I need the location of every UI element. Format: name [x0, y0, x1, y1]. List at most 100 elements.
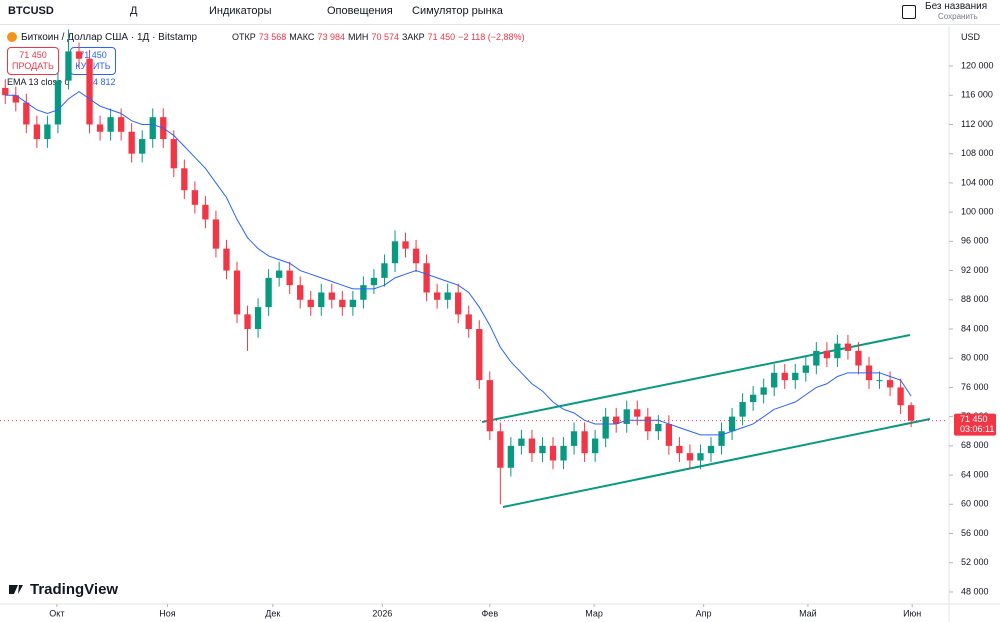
- candle-body: [202, 204, 209, 220]
- ohlc-key: МИН: [347, 32, 369, 42]
- candle-body: [549, 445, 557, 461]
- ohlc-value: 73 984: [317, 32, 345, 42]
- y-tick-label: 120 000: [961, 60, 994, 70]
- candle-body: [107, 117, 114, 132]
- candle-body: [771, 372, 778, 388]
- candle-body: [370, 277, 378, 286]
- candle-body: [528, 438, 536, 454]
- candle-body: [676, 445, 683, 454]
- save-button[interactable]: Сохранить: [938, 12, 978, 21]
- candle-body: [328, 292, 335, 300]
- buy-label: КУПИТЬ: [75, 61, 111, 71]
- sell-price: 71 450: [19, 50, 47, 60]
- x-tick-label: Ноя: [159, 608, 176, 618]
- candle-body: [391, 241, 399, 264]
- candle-body: [23, 102, 30, 125]
- x-tick-label: Мар: [585, 608, 603, 618]
- toolbar: [0, 0, 1000, 25]
- candle-body: [44, 124, 51, 140]
- candle-body: [307, 299, 314, 308]
- y-tick-label: 84 000: [961, 323, 989, 333]
- candle-body: [813, 350, 820, 366]
- countdown: 03:06:11: [960, 424, 994, 434]
- x-tick-label: Фев: [481, 608, 498, 618]
- candle-body: [233, 270, 241, 315]
- candle-body: [339, 299, 346, 308]
- candle-body: [570, 431, 578, 446]
- channel-line[interactable]: [502, 418, 931, 508]
- candle-body: [507, 445, 515, 468]
- candle-body: [297, 285, 304, 300]
- candle-body: [497, 431, 504, 468]
- candle-body: [623, 409, 630, 424]
- interval[interactable]: Д: [130, 5, 138, 17]
- indicators-button[interactable]: Индикаторы: [209, 5, 272, 17]
- simulator-button[interactable]: Симулятор рынка: [412, 5, 503, 17]
- candle-body: [433, 292, 441, 300]
- candle-body: [781, 372, 788, 381]
- currency[interactable]: USD: [961, 32, 981, 42]
- ema-line: [5, 90, 912, 436]
- candle-body: [381, 263, 388, 278]
- alerts-button[interactable]: Оповещения: [327, 5, 393, 17]
- candle-body: [897, 387, 904, 406]
- ema-name: EMA 13 close 0: [7, 77, 70, 87]
- candle-body: [96, 124, 104, 132]
- candle-body: [444, 292, 451, 300]
- candle-body: [244, 314, 251, 329]
- candle-body: [855, 350, 862, 366]
- candle-body: [834, 343, 841, 359]
- y-tick-label: 88 000: [961, 294, 989, 304]
- candle-body: [223, 248, 230, 271]
- candle-body: [886, 380, 894, 388]
- y-tick-label: 76 000: [961, 382, 989, 392]
- ema-value: 74 812: [88, 77, 116, 87]
- symbol[interactable]: BTCUSD: [8, 5, 54, 17]
- candle-body: [149, 117, 156, 140]
- y-tick-label: 116 000: [961, 90, 993, 100]
- candle-body: [65, 51, 72, 81]
- sell-button[interactable]: 71 450 ПРОДАТЬ: [7, 47, 59, 75]
- logo-icon: [9, 585, 23, 594]
- candle-body: [739, 402, 746, 417]
- candle-body: [486, 380, 493, 432]
- candle-body: [844, 343, 852, 351]
- candle-body: [318, 292, 325, 308]
- candle-body: [802, 365, 809, 373]
- layout-name[interactable]: Без названия: [925, 1, 988, 12]
- price-tag-label: 71 450: [960, 414, 988, 424]
- candle-body: [560, 445, 567, 461]
- candle-body: [402, 241, 409, 249]
- ohlc-key: ЗАКР: [401, 32, 425, 42]
- y-tick-label: 80 000: [961, 353, 989, 363]
- y-tick-label: 56 000: [961, 528, 989, 538]
- candle-body: [54, 80, 62, 125]
- candle-body: [128, 131, 135, 154]
- candle-body: [581, 431, 588, 454]
- x-tick-label: 2026: [372, 608, 392, 618]
- candle-body: [465, 314, 472, 329]
- ohlc-value: 71 450: [427, 32, 456, 42]
- y-tick-label: 92 000: [961, 265, 989, 275]
- candle-body: [518, 438, 525, 446]
- y-tick-label: 108 000: [961, 148, 994, 158]
- candle-body: [360, 285, 367, 300]
- candle-body: [591, 438, 599, 454]
- candle-body: [876, 380, 883, 382]
- candle-body: [907, 405, 915, 421]
- checkbox[interactable]: [902, 5, 916, 19]
- ohlc-key: МАКС: [289, 32, 315, 42]
- candle-body: [476, 328, 483, 381]
- candle-body: [823, 350, 831, 359]
- y-tick-label: 96 000: [961, 236, 989, 246]
- buy-price: 71 450: [79, 50, 107, 60]
- candle-body: [170, 139, 177, 169]
- candle-body: [265, 277, 272, 308]
- candle-body: [33, 124, 41, 140]
- candle-body: [718, 431, 725, 446]
- candle-body: [117, 117, 125, 132]
- coin-icon: [7, 32, 17, 42]
- logo[interactable]: TradingView: [30, 581, 119, 598]
- ohlc-legend: ОТКР 73 568 МАКС 73 984 МИН 70 574 ЗАКР 71 450−…: [232, 32, 528, 42]
